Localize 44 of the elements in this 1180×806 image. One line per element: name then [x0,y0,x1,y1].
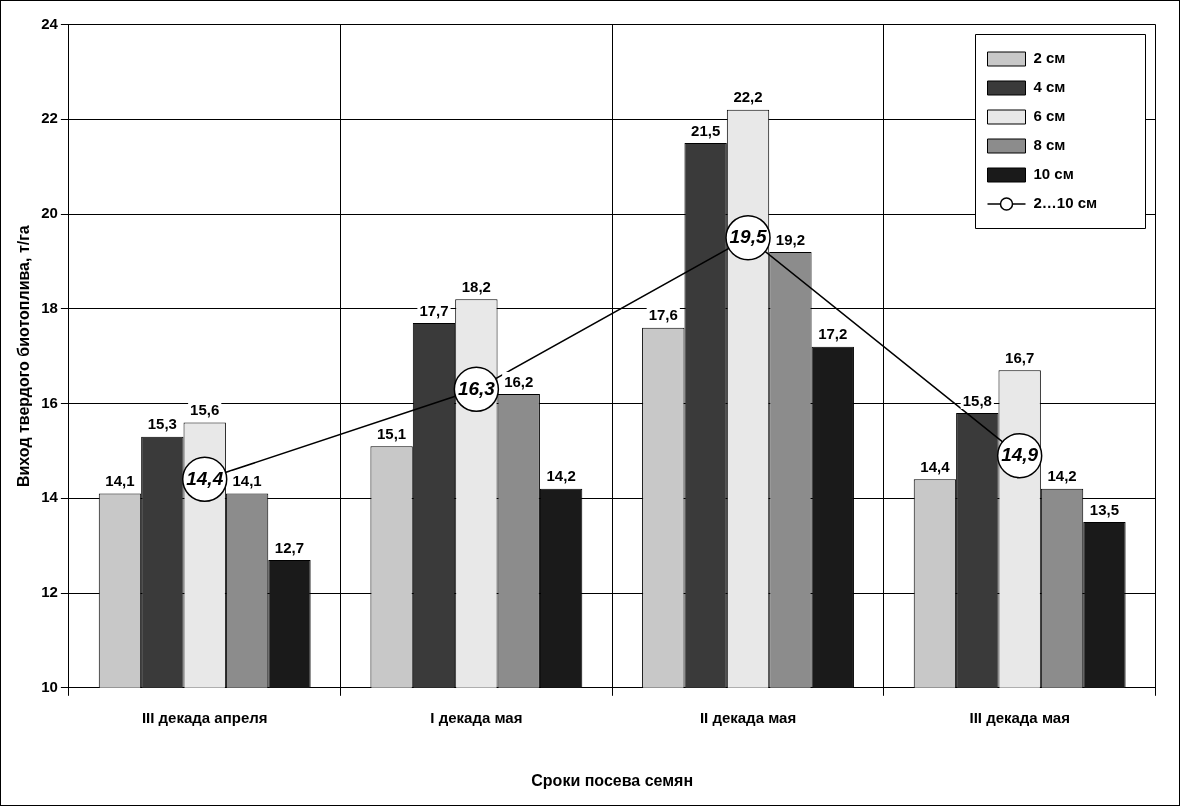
data-label: 19,2 [775,230,805,248]
data-label: 16,3 [457,377,496,399]
data-label: 21,5 [691,121,721,139]
data-label: 15,3 [147,415,177,433]
y-tick-label: 10 [41,677,58,695]
x-tick-label: III декада апреля [141,708,268,726]
x-axis-title: Сроки посева семян [531,771,694,789]
y-tick-label: 24 [41,14,59,32]
data-label: 12,7 [274,538,305,556]
legend-label: 10 см [1033,165,1074,183]
data-label: 17,6 [648,306,678,324]
data-label: 19,5 [729,225,767,247]
legend-label: 2 см [1033,49,1066,67]
data-label: 13,5 [1089,500,1120,518]
legend-label: 2…10 см [1033,194,1098,212]
data-label: 17,2 [818,325,848,343]
data-label: 15,6 [190,401,220,419]
data-label: 14,4 [186,467,224,489]
data-label: 14,1 [232,472,262,490]
legend-label: 6 см [1033,107,1066,125]
y-tick-label: 12 [41,583,58,601]
data-label: 14,2 [546,467,576,485]
data-label: 14,4 [920,457,951,475]
legend-label: 4 см [1033,78,1066,96]
x-tick-label: I декада мая [430,708,523,726]
data-label: 14,1 [105,472,135,490]
data-label: 18,2 [461,277,491,295]
data-label: 14,9 [1001,443,1039,465]
legend-label: 8 см [1033,136,1066,154]
data-label: 17,7 [419,301,449,319]
y-tick-label: 22 [41,109,58,127]
data-label: 16,7 [1005,349,1035,366]
x-tick-label: II декада мая [699,708,797,726]
x-tick-label: III декада мая [969,708,1070,726]
y-tick-label: 20 [41,204,58,222]
data-label: 16,2 [504,372,534,390]
data-label: 15,8 [962,391,992,409]
data-label: 14,2 [1047,467,1077,485]
y-axis-title: Виход твердого биотоплива, т/га [15,225,33,488]
y-tick-label: 14 [41,488,59,506]
data-label: 22,2 [733,88,763,106]
data-label: 15,1 [377,424,407,442]
y-tick-label: 18 [41,298,58,316]
y-tick-label: 16 [41,393,58,411]
